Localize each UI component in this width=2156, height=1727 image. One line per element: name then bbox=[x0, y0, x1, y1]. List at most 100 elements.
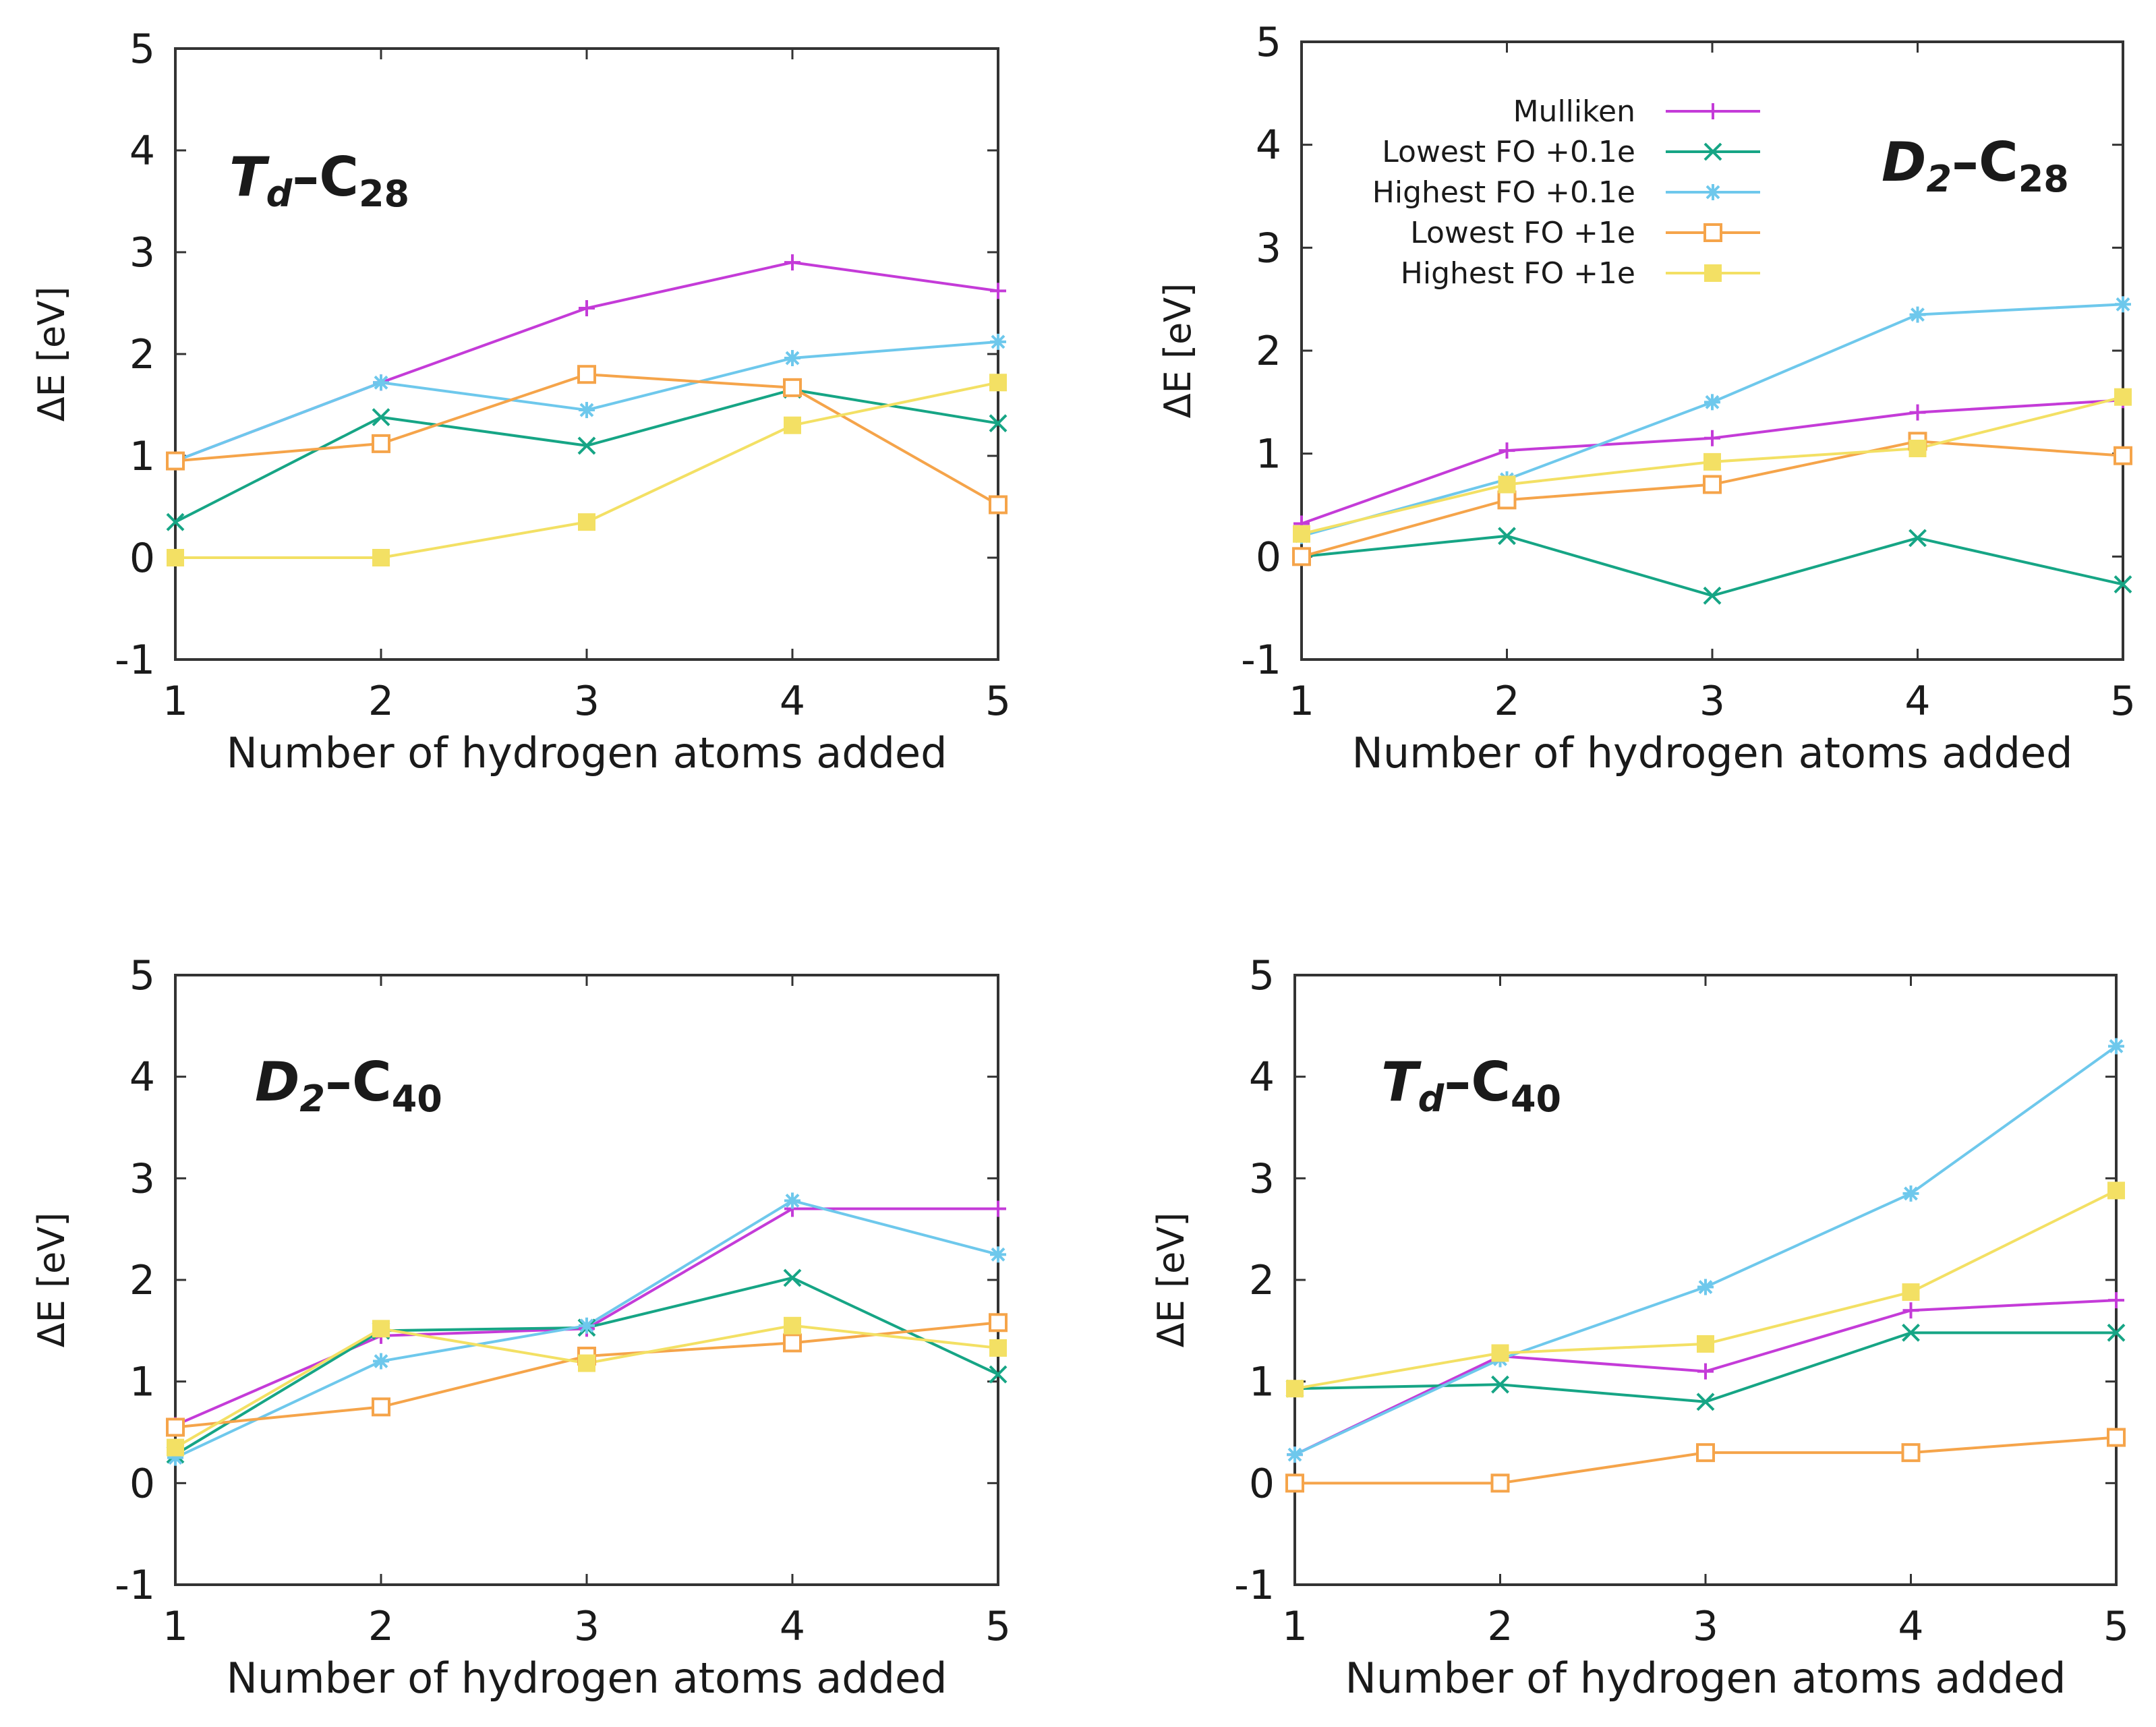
data-point-highest-fo-0-1e bbox=[579, 402, 595, 419]
data-point-mulliken bbox=[1704, 430, 1720, 446]
x-tick-label: 2 bbox=[1494, 678, 1519, 725]
data-point-lowest-fo-0-1e bbox=[1696, 1393, 1715, 1411]
x-tick-label: 3 bbox=[1699, 678, 1725, 725]
legend-marker-lowest-fo-0-1e bbox=[1703, 142, 1722, 161]
x-tick-label: 2 bbox=[368, 678, 394, 725]
data-point-highest-fo-0-1e bbox=[2108, 1038, 2124, 1055]
y-tick-label: -1 bbox=[1234, 1562, 1275, 1609]
legend-marker-lowest-fo-1e bbox=[1703, 223, 1722, 242]
data-point-mulliken bbox=[579, 300, 595, 317]
data-point-highest-fo-0-1e bbox=[373, 1353, 389, 1370]
y-tick-label: 1 bbox=[1256, 431, 1281, 478]
y-tick-label: 0 bbox=[129, 1460, 155, 1507]
data-point-highest-fo-1e bbox=[989, 374, 1007, 392]
x-tick-label: 4 bbox=[780, 1603, 805, 1650]
y-tick-label: 1 bbox=[129, 1359, 155, 1406]
x-tick-label: 1 bbox=[163, 1603, 188, 1650]
data-point-highest-fo-1e bbox=[578, 513, 595, 531]
data-point-mulliken bbox=[2108, 1292, 2124, 1309]
legend: Mulliken Lowest FO +0.1e Highest FO +0.1e L… bbox=[1372, 94, 1760, 291]
data-point-lowest-fo-1e bbox=[1901, 1443, 1921, 1463]
data-point-highest-fo-1e bbox=[1491, 1344, 1509, 1362]
x-tick-label: 5 bbox=[2110, 678, 2136, 725]
data-point-lowest-fo-0-1e bbox=[2114, 575, 2132, 593]
x-tick-label: 3 bbox=[574, 678, 600, 725]
x-tick-label: 3 bbox=[574, 1603, 600, 1650]
panel-title: D2–C40 bbox=[255, 1051, 442, 1120]
legend-marker-highest-fo-0-1e bbox=[1705, 184, 1721, 200]
data-point-lowest-fo-0-1e bbox=[166, 513, 185, 531]
y-tick-label: 5 bbox=[129, 26, 155, 73]
y-tick-label: 4 bbox=[129, 1054, 155, 1101]
y-tick-label: 3 bbox=[1256, 225, 1281, 272]
data-point-lowest-fo-1e bbox=[783, 1333, 802, 1353]
x-tick-label: 4 bbox=[1904, 678, 1930, 725]
y-tick-label: 5 bbox=[1249, 952, 1275, 999]
data-point-lowest-fo-1e bbox=[166, 451, 185, 471]
data-point-highest-fo-1e bbox=[2107, 1181, 2125, 1200]
data-point-lowest-fo-0-1e bbox=[372, 408, 390, 427]
data-point-highest-fo-0-1e bbox=[1704, 394, 1720, 411]
legend-label: Lowest FO +1e bbox=[1410, 216, 1635, 250]
y-axis-label: ΔE [eV] bbox=[30, 287, 73, 422]
data-point-highest-fo-1e bbox=[784, 1316, 801, 1335]
legend-label: Lowest FO +0.1e bbox=[1382, 135, 1635, 169]
y-tick-label: 3 bbox=[129, 1155, 155, 1202]
y-axis-label: ΔE [eV] bbox=[30, 1212, 73, 1348]
data-point-lowest-fo-0-1e bbox=[1902, 1323, 1920, 1342]
data-point-lowest-fo-0-1e bbox=[1498, 527, 1516, 546]
data-point-lowest-fo-1e bbox=[372, 434, 390, 453]
data-point-highest-fo-1e bbox=[372, 1320, 390, 1338]
panel-td-c28: Td–C28 -1 0 1 2 3 4 5 1 2 3 4 5 Number of hydrogen a… bbox=[30, 26, 1011, 778]
data-point-lowest-fo-0-1e bbox=[783, 1268, 802, 1287]
x-axis-label: Number of hydrogen atoms added bbox=[1345, 1653, 2066, 1703]
x-tick-label: 4 bbox=[780, 678, 805, 725]
y-tick-label: 4 bbox=[129, 127, 155, 175]
data-point-lowest-fo-1e bbox=[989, 1313, 1008, 1333]
data-point-lowest-fo-0-1e bbox=[989, 1365, 1008, 1384]
data-point-highest-fo-1e bbox=[372, 549, 390, 566]
y-tick-label: 2 bbox=[1249, 1257, 1275, 1304]
x-tick-label: 5 bbox=[985, 1603, 1011, 1650]
x-axis-label: Number of hydrogen atoms added bbox=[227, 728, 948, 778]
data-point-mulliken bbox=[1498, 442, 1515, 459]
data-point-lowest-fo-0-1e bbox=[1909, 529, 1927, 548]
data-point-highest-fo-0-1e bbox=[2115, 296, 2131, 313]
data-point-highest-fo-1e bbox=[1498, 475, 1516, 494]
data-point-highest-fo-1e bbox=[578, 1354, 595, 1372]
data-point-highest-fo-0-1e bbox=[1697, 1279, 1714, 1295]
data-point-highest-fo-0-1e bbox=[1902, 1185, 1919, 1202]
data-point-highest-fo-1e bbox=[784, 416, 801, 434]
data-point-highest-fo-0-1e bbox=[373, 374, 389, 391]
x-axis-label: Number of hydrogen atoms added bbox=[227, 1653, 948, 1703]
x-tick-label: 3 bbox=[1693, 1603, 1718, 1650]
y-tick-label: 4 bbox=[1249, 1054, 1275, 1101]
legend-label: Mulliken bbox=[1513, 94, 1635, 129]
data-point-lowest-fo-0-1e bbox=[1703, 586, 1722, 605]
data-point-lowest-fo-1e bbox=[577, 365, 596, 384]
y-tick-label: 2 bbox=[1256, 328, 1281, 375]
legend-label: Highest FO +1e bbox=[1401, 256, 1635, 291]
y-tick-label: 0 bbox=[1256, 533, 1281, 581]
data-point-highest-fo-1e bbox=[989, 1339, 1007, 1357]
data-point-lowest-fo-1e bbox=[1490, 1473, 1510, 1493]
data-point-mulliken bbox=[784, 254, 800, 271]
data-point-lowest-fo-1e bbox=[1703, 475, 1722, 494]
y-tick-label: 2 bbox=[129, 331, 155, 378]
y-axis-label: ΔE [eV] bbox=[1157, 283, 1199, 419]
x-tick-label: 2 bbox=[368, 1603, 394, 1650]
data-point-lowest-fo-1e bbox=[1285, 1473, 1304, 1493]
y-tick-label: -1 bbox=[1241, 637, 1281, 684]
data-point-lowest-fo-1e bbox=[166, 1417, 185, 1437]
data-point-mulliken bbox=[990, 1200, 1006, 1217]
data-point-highest-fo-1e bbox=[1286, 1380, 1304, 1398]
data-point-highest-fo-1e bbox=[1909, 440, 1927, 458]
data-point-highest-fo-1e bbox=[1902, 1283, 1920, 1301]
x-tick-label: 1 bbox=[1289, 678, 1314, 725]
data-point-mulliken bbox=[1909, 404, 1926, 421]
data-point-highest-fo-0-1e bbox=[784, 1192, 800, 1209]
data-point-highest-fo-0-1e bbox=[579, 1317, 595, 1334]
data-point-lowest-fo-0-1e bbox=[577, 436, 596, 455]
x-tick-label: 5 bbox=[2103, 1603, 2129, 1650]
